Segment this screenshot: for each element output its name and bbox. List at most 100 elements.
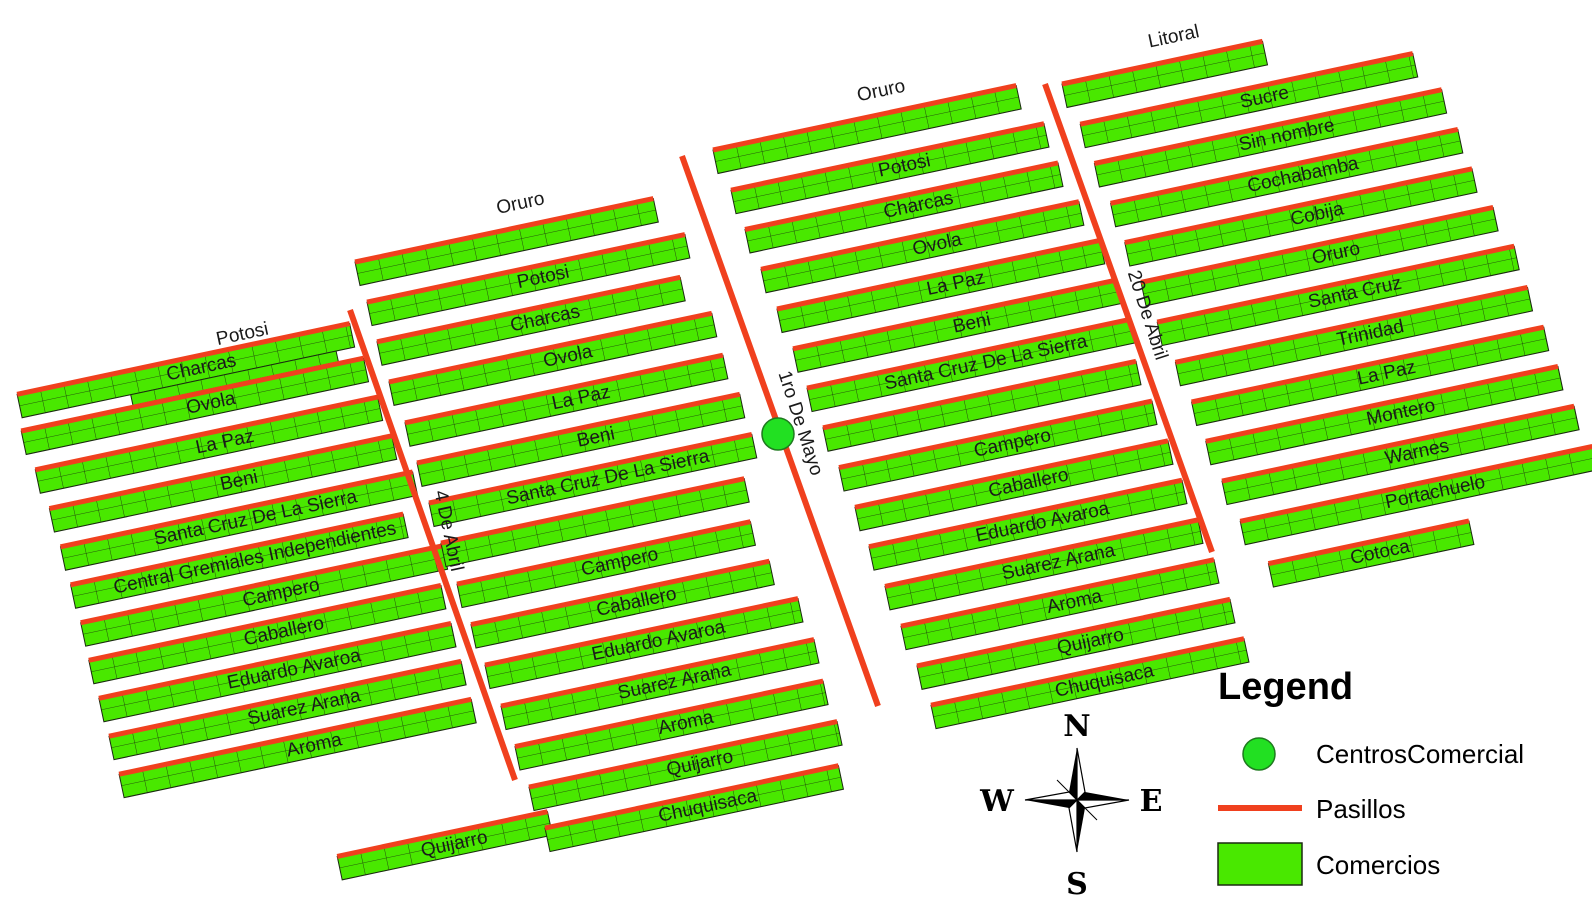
- commerce-row-eduardo-avaroa: [98, 621, 457, 723]
- pasillo-line: [1110, 127, 1459, 206]
- main-aisle-line: [347, 309, 518, 781]
- row-label-eduardo-avaroa: Eduardo Avaroa: [590, 616, 728, 665]
- commerce-row-oruro: [1140, 205, 1499, 307]
- commerce-row-potosi: [730, 121, 1050, 215]
- commerce-row-eduardo-avaroa: [868, 477, 1188, 571]
- pasillo-line: [1267, 518, 1470, 567]
- pasillo-line: [456, 519, 751, 587]
- pasillo-line: [1156, 243, 1515, 325]
- pasillo-line: [884, 517, 1199, 589]
- pasillo-line: [806, 317, 1131, 391]
- pasillo-line: [500, 637, 815, 709]
- commerce-row-caballero: [854, 438, 1174, 532]
- compass-north-label: N: [1063, 709, 1090, 744]
- commerce-row-beni: [416, 391, 746, 487]
- commerce-row-portachuelo: [1239, 444, 1592, 546]
- commerce-row-aroma: [514, 678, 829, 771]
- pasillo-line: [48, 433, 393, 512]
- pasillo-line: [98, 621, 452, 701]
- commerce-row-caballero: [88, 583, 447, 685]
- legend-title: Legend: [1218, 666, 1353, 708]
- pasillo-line: [108, 658, 462, 739]
- pasillo-line: [88, 583, 442, 663]
- commerce-row-cochabamba: [1110, 127, 1464, 228]
- row-label-suarez-arana: Suarez Arana: [246, 685, 363, 730]
- commerce-row-la-paz: [34, 394, 384, 494]
- commerce-row-warnes: [1221, 403, 1580, 506]
- pasillo-line: [854, 438, 1169, 510]
- pasillo-line: [930, 636, 1245, 708]
- pasillo-line: [1124, 166, 1473, 246]
- pasillo-line: [514, 678, 824, 750]
- commerce-row-cotoca: [1267, 518, 1475, 588]
- pasillo-line: [838, 398, 1153, 471]
- pasillo-line: [59, 469, 414, 550]
- commerce-row-potosi: [366, 232, 691, 327]
- commerce-row-oruro: [712, 83, 1022, 175]
- pasillo-line: [440, 476, 745, 546]
- block-3: [712, 83, 1250, 730]
- pasillo-line: [916, 596, 1231, 669]
- pasillo-line: [1174, 285, 1529, 365]
- row-label-oruro: Oruro: [855, 76, 907, 107]
- commerce-row-unnamed: [822, 358, 1142, 452]
- pasillo-line: [1061, 38, 1264, 87]
- commerce-row-suarez-arana: [884, 517, 1204, 611]
- commerce-row-sucre: [1079, 51, 1419, 149]
- main-aisle-line: [1042, 82, 1215, 554]
- commerce-row-caballero: [470, 558, 775, 649]
- commerce-row-central-gremiales-independientes: [70, 511, 409, 609]
- block-1: [16, 321, 554, 881]
- legend-circle-icon: [1242, 737, 1276, 771]
- compass-rose-icon: N S E W: [979, 709, 1162, 902]
- row-label-litoral: Litoral: [1146, 21, 1201, 52]
- compass-east-label: E: [1140, 784, 1163, 819]
- commerce-row-santa-cruz-de-la-sierra: [428, 431, 758, 528]
- pasillo-line: [20, 355, 365, 434]
- commerce-row-aroma: [118, 696, 477, 799]
- legend-label-comercios: Comercios: [1316, 850, 1440, 880]
- commerce-row-charcas: [376, 274, 686, 366]
- commerce-row-suarez-arana: [108, 658, 467, 761]
- row-label-cochabamba: Cochabamba: [1245, 153, 1360, 197]
- block-2: [354, 196, 845, 853]
- commerce-row-santa-cruz: [1156, 243, 1520, 347]
- commerce-row-sin-nombre: [1093, 87, 1448, 188]
- legend-label-pasillos: Pasillos: [1316, 794, 1406, 824]
- pasillo-line: [428, 431, 753, 506]
- legend-rect-icon: [1217, 842, 1303, 886]
- pasillo-line: [528, 719, 838, 790]
- commerce-row-campero: [838, 398, 1158, 492]
- commerce-row-quijarro: [916, 596, 1236, 690]
- row-label-oruro: Oruro: [495, 188, 547, 219]
- commerce-row-santa-cruz-de-la-sierra: [59, 469, 419, 571]
- commerce-row-litoral: [1061, 38, 1269, 109]
- pasillo-line: [70, 511, 404, 588]
- commerce-row-unnamed: [440, 476, 750, 568]
- pasillo-line: [1191, 324, 1545, 405]
- pasillo-line: [34, 394, 379, 473]
- pasillo-line: [776, 237, 1101, 312]
- commerce-row-quijarro: [528, 719, 843, 812]
- block-4: [1061, 38, 1592, 588]
- commerce-row-quijarro: [336, 809, 554, 881]
- commerce-row-beni: [48, 433, 398, 533]
- pasillo-line: [470, 558, 770, 628]
- row-label-suarez-arana: Suarez Arana: [1000, 540, 1117, 585]
- row-label-eduardo-avaroa: Eduardo Avaroa: [974, 498, 1112, 547]
- centro-comercial-marker: [761, 417, 795, 451]
- pasillo-line: [730, 121, 1045, 193]
- commerce-row-campero: [456, 519, 757, 609]
- pasillo-line: [1205, 364, 1559, 444]
- pasillo-line: [1093, 87, 1443, 166]
- pasillo-line: [16, 321, 351, 397]
- pasillo-line: [1221, 403, 1575, 484]
- commerce-row-suarez-arana: [500, 637, 820, 731]
- commerce-row-chuquisaca: [930, 636, 1250, 730]
- commerce-row-la-paz: [404, 352, 729, 447]
- commerce-row-ovola: [388, 310, 718, 406]
- pasillo-line: [484, 596, 799, 668]
- market-blocks: [16, 38, 1592, 881]
- commerce-row-eduardo-avaroa: [484, 596, 804, 690]
- legend-label-centros: CentrosComercial: [1316, 739, 1524, 769]
